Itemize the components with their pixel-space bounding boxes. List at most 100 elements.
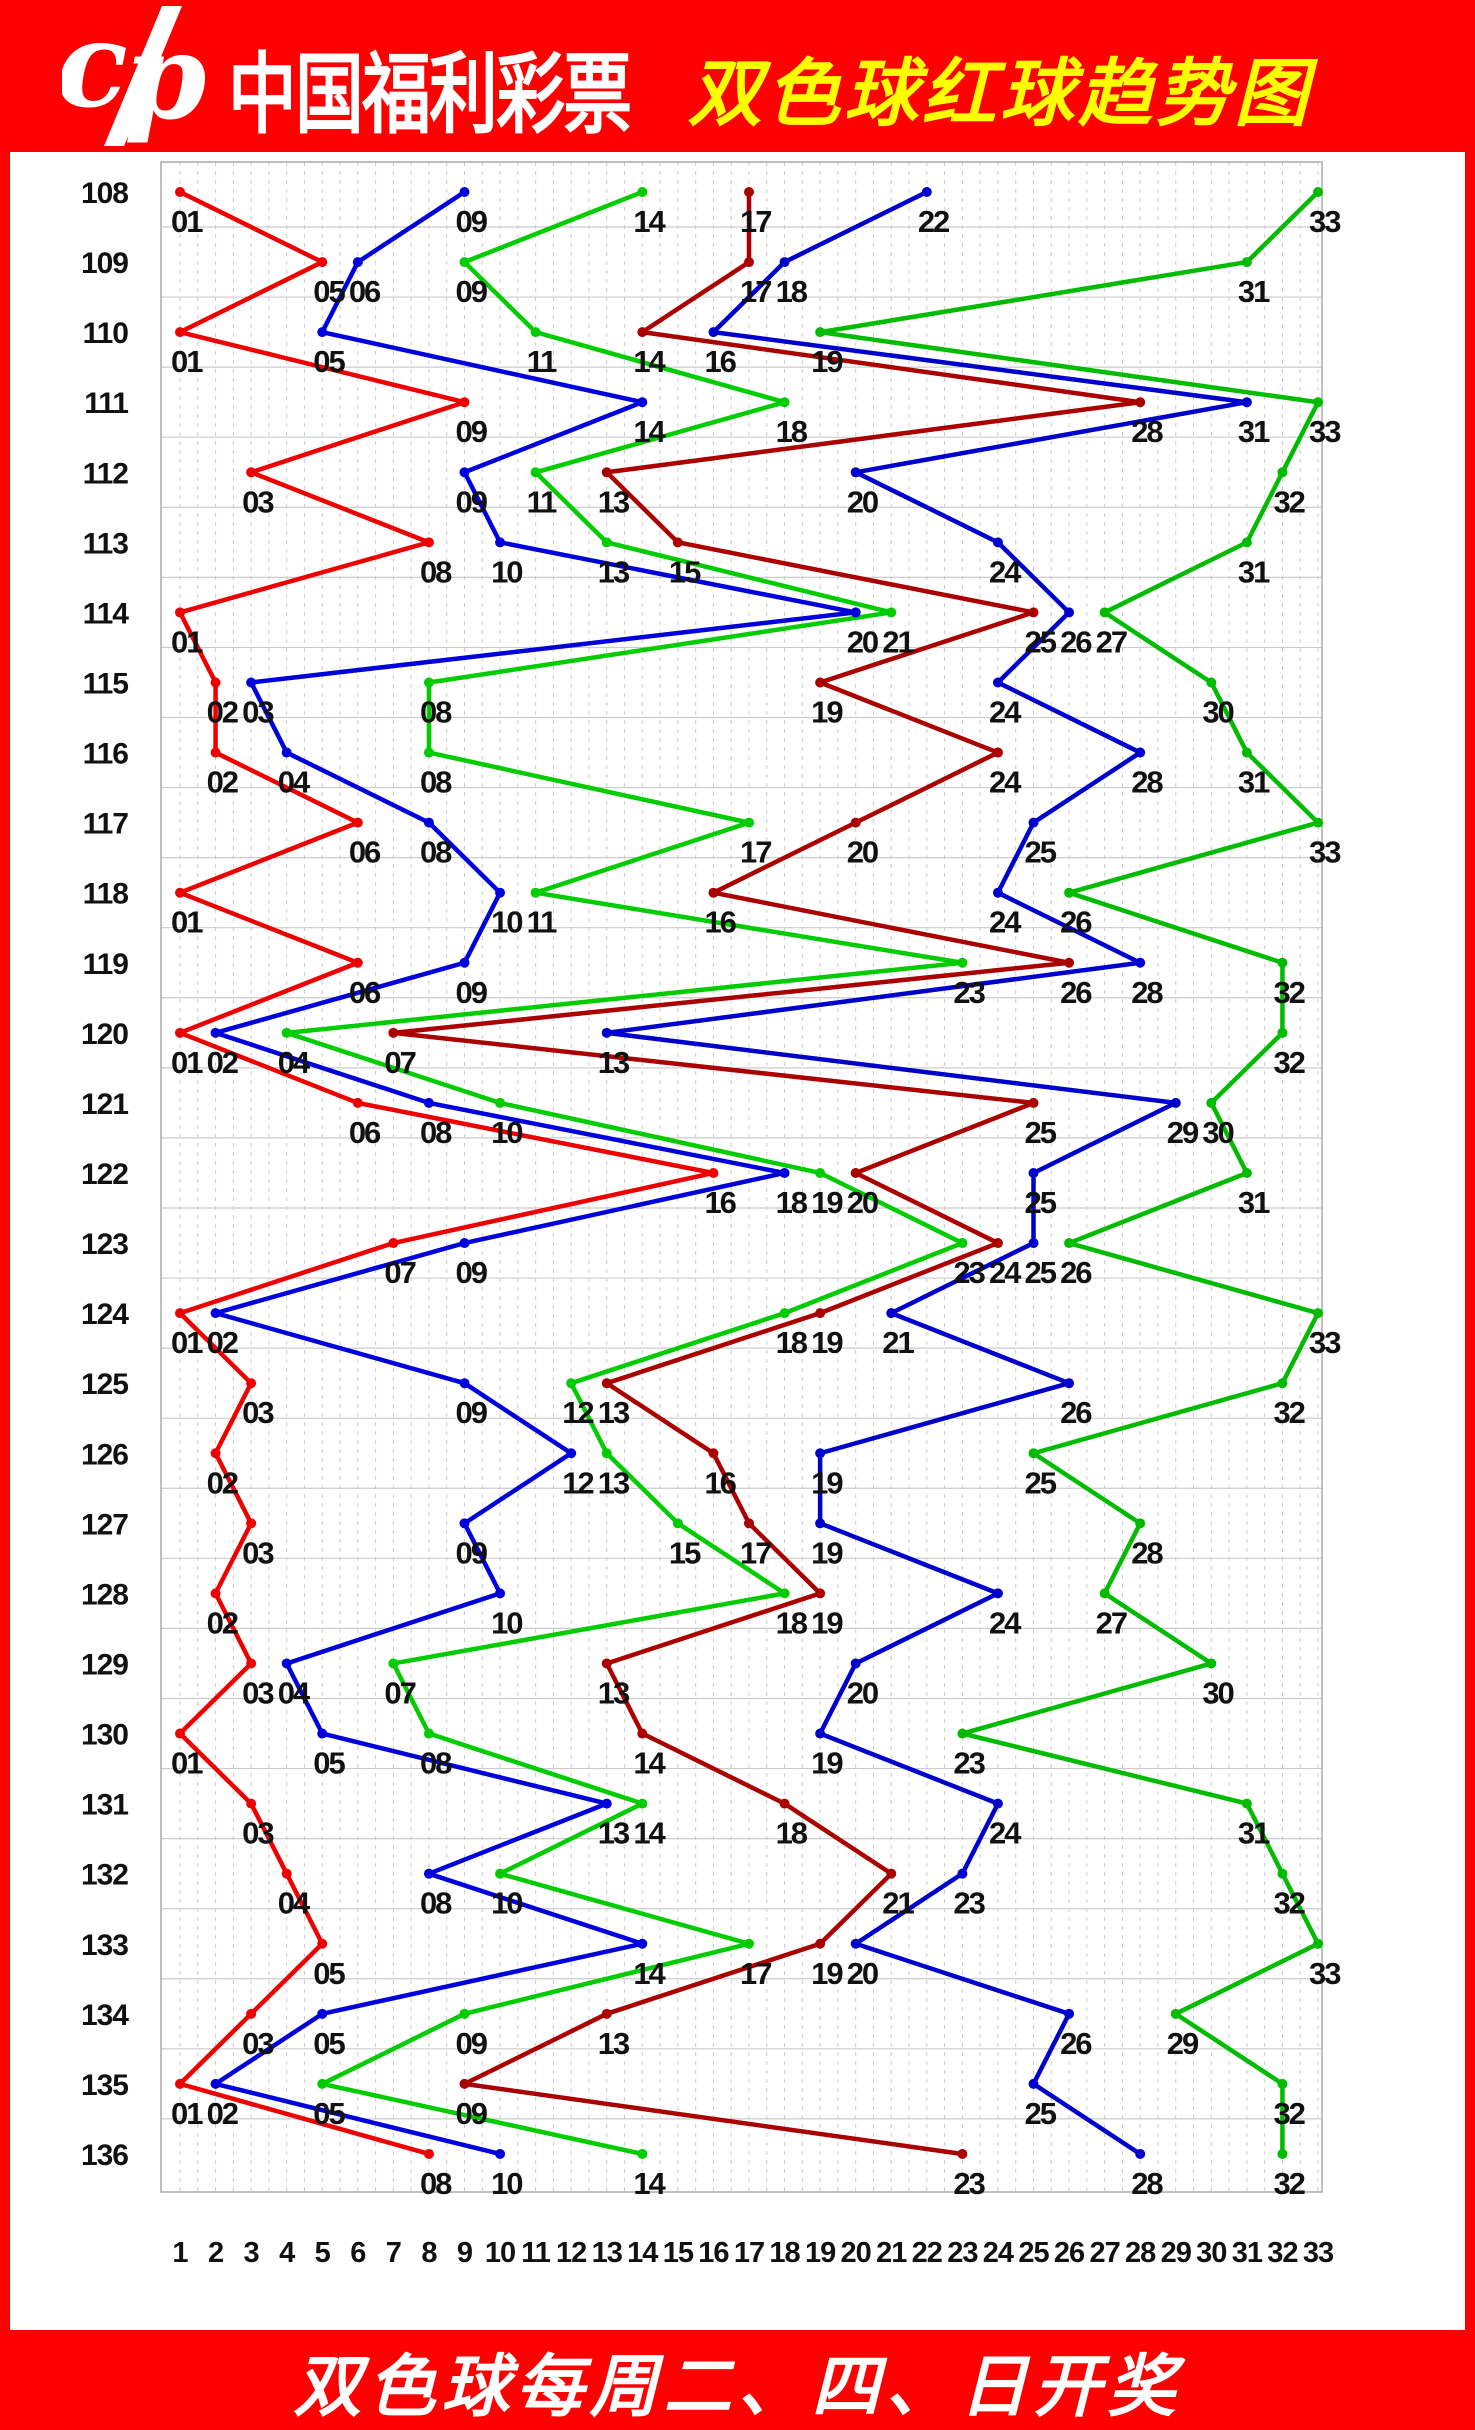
point-label: 16 xyxy=(704,905,736,940)
point-label: 19 xyxy=(811,1956,843,1991)
period-axis-labels: 108 109 110 111 112 113 114 115 116 117 118 119 120 1… xyxy=(81,177,130,2172)
point-label: 25 xyxy=(1025,1185,1057,1220)
period-label: 126 xyxy=(81,1438,128,1471)
point-label: 04 xyxy=(278,1675,311,1710)
data-point xyxy=(1206,1097,1217,1108)
data-point xyxy=(957,1728,968,1739)
point-label: 33 xyxy=(1309,835,1341,870)
period-label: 121 xyxy=(81,1088,128,1121)
point-label: 03 xyxy=(242,694,274,729)
point-label: 04 xyxy=(278,1886,311,1921)
data-point xyxy=(423,747,434,758)
point-label: 13 xyxy=(598,1465,630,1500)
data-point xyxy=(744,257,754,268)
data-point xyxy=(175,607,185,618)
number-tick-label: 19 xyxy=(805,2237,836,2269)
period-label: 109 xyxy=(81,247,128,280)
point-label: 05 xyxy=(313,1956,345,1991)
point-label: 13 xyxy=(598,1675,630,1710)
data-point xyxy=(246,1518,257,1529)
point-label: 15 xyxy=(669,1535,701,1570)
data-point xyxy=(1277,1027,1288,1038)
data-point xyxy=(1028,1238,1039,1249)
point-label: 28 xyxy=(1131,1535,1163,1570)
point-label: 21 xyxy=(882,624,914,659)
data-point xyxy=(459,957,470,968)
data-point xyxy=(1313,1938,1323,1949)
data-point xyxy=(1028,607,1039,618)
point-label: 33 xyxy=(1309,1956,1341,1991)
number-tick-label: 11 xyxy=(521,2237,551,2269)
data-point xyxy=(423,537,434,548)
point-label: 18 xyxy=(776,1185,808,1220)
point-label: 20 xyxy=(847,835,878,870)
point-label: 14 xyxy=(633,1956,666,1991)
point-label: 25 xyxy=(1025,624,1057,659)
data-point xyxy=(1313,817,1323,828)
point-label: 24 xyxy=(989,765,1022,800)
data-point xyxy=(1099,607,1110,618)
data-point xyxy=(601,1027,612,1038)
data-point xyxy=(317,327,328,338)
data-point xyxy=(850,817,861,828)
point-label: 26 xyxy=(1060,975,1092,1010)
chart-paper xyxy=(10,152,1465,2330)
point-label: 23 xyxy=(953,1746,985,1781)
point-label: 32 xyxy=(1273,2096,1304,2131)
point-label: 02 xyxy=(207,1325,238,1360)
point-label: 28 xyxy=(1131,765,1163,800)
point-label: 11 xyxy=(527,905,558,940)
data-point xyxy=(708,1167,719,1178)
point-label: 13 xyxy=(598,484,630,519)
point-label: 09 xyxy=(456,274,488,309)
number-tick-label: 27 xyxy=(1089,2237,1119,2269)
data-point xyxy=(850,1167,861,1178)
point-label: 06 xyxy=(349,975,381,1010)
point-label: 14 xyxy=(633,414,666,449)
point-label: 14 xyxy=(633,2166,666,2201)
data-point xyxy=(530,467,541,478)
data-point xyxy=(317,1938,328,1949)
data-point xyxy=(175,2078,185,2089)
number-tick-label: 7 xyxy=(386,2237,401,2269)
point-label: 01 xyxy=(171,1746,203,1781)
point-label: 03 xyxy=(242,1816,274,1851)
point-label: 32 xyxy=(1273,975,1304,1010)
data-point xyxy=(1028,1097,1039,1108)
draw-schedule-text: 双色球每周二、四、日开奖 xyxy=(293,2346,1182,2427)
point-label: 07 xyxy=(384,1675,415,1710)
data-point xyxy=(637,187,648,197)
point-label: 10 xyxy=(491,554,522,589)
data-point xyxy=(423,817,434,828)
point-label: 03 xyxy=(242,2026,274,2061)
data-point xyxy=(1206,1658,1217,1669)
data-point xyxy=(495,1868,506,1879)
data-point xyxy=(708,327,719,338)
point-label: 08 xyxy=(420,1115,452,1150)
point-label: 10 xyxy=(491,1605,522,1640)
data-point xyxy=(672,537,683,548)
point-label: 11 xyxy=(527,484,558,519)
data-point xyxy=(637,1728,648,1739)
point-label: 23 xyxy=(953,1886,985,1921)
point-label: 15 xyxy=(669,554,701,589)
number-tick-label: 12 xyxy=(556,2237,586,2269)
point-label: 16 xyxy=(704,1185,736,1220)
point-label: 02 xyxy=(207,694,238,729)
point-label: 24 xyxy=(989,1816,1022,1851)
point-label: 24 xyxy=(989,1255,1022,1290)
data-point xyxy=(210,747,221,758)
number-tick-label: 8 xyxy=(421,2237,437,2269)
point-label: 19 xyxy=(811,344,843,379)
point-label: 17 xyxy=(740,1535,771,1570)
data-point xyxy=(495,2148,506,2159)
period-label: 125 xyxy=(81,1368,128,1401)
point-label: 18 xyxy=(776,1816,808,1851)
point-label: 23 xyxy=(953,2166,985,2201)
period-label: 114 xyxy=(83,597,130,630)
point-label: 20 xyxy=(847,1956,878,1991)
point-label: 14 xyxy=(633,1746,666,1781)
data-point xyxy=(815,1938,826,1949)
